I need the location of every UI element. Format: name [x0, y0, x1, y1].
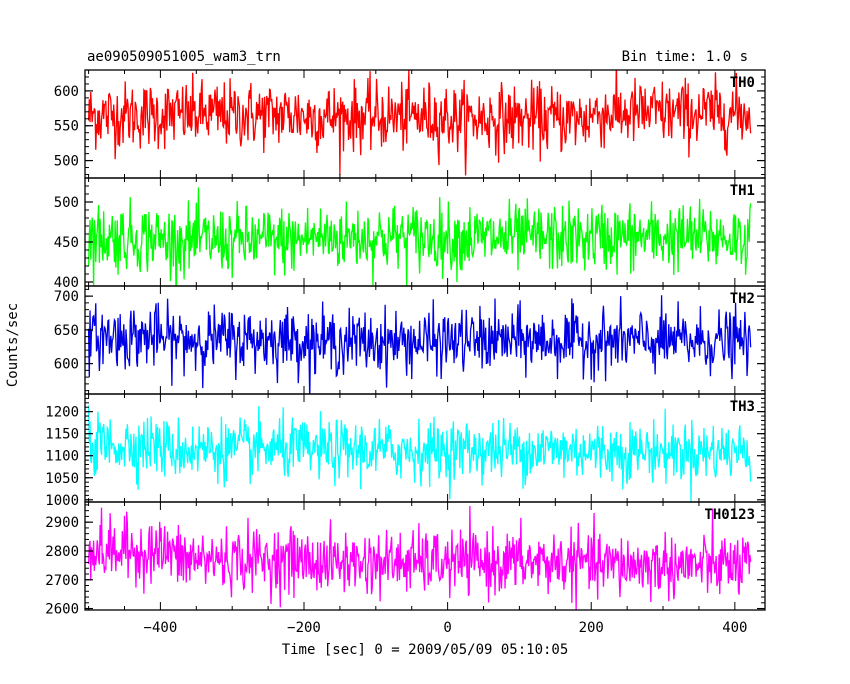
y-tick-label: 1150: [45, 427, 79, 443]
series-th0123: [87, 506, 752, 610]
y-tick-label: 2900: [45, 515, 79, 531]
x-tick-label: −400: [144, 620, 178, 636]
series-th3: [87, 405, 752, 502]
y-tick-label: 600: [54, 357, 79, 373]
y-tick-label: 550: [54, 119, 79, 135]
y-tick-label: 400: [54, 275, 79, 291]
y-tick-label: 2800: [45, 544, 79, 560]
panel-th0123: 2600 2700 2800 2900 TH0123: [45, 501, 766, 618]
y-tick-label: 650: [54, 323, 79, 339]
x-axis: −400 −200 0 200 400: [144, 620, 748, 636]
panel-th1: 400 450 500 TH1: [54, 177, 766, 291]
chart-title: ae090509051005_wam3_trn: [87, 49, 281, 65]
series-th1: [87, 187, 752, 286]
panel-th2: 600 650 700 TH2: [54, 285, 766, 395]
x-tick-label: 0: [443, 620, 451, 636]
y-tick-label: 1100: [45, 449, 79, 465]
x-tick-label: 400: [722, 620, 747, 636]
panel-label-th2: TH2: [730, 291, 755, 307]
x-axis-title: Time [sec] 0 = 2009/05/09 05:10:05: [282, 642, 569, 658]
panel-label-th0123: TH0123: [704, 507, 755, 523]
panels-layer: 500 550 600 TH0 400 450 500 TH1 600 650 700 TH2 1000…: [45, 69, 766, 618]
y-tick-label: 500: [54, 195, 79, 211]
y-axis-title: Counts/sec: [5, 303, 21, 387]
y-tick-label: 450: [54, 235, 79, 251]
y-tick-label: 600: [54, 84, 79, 100]
y-tick-label: 2700: [45, 573, 79, 589]
y-tick-label: 500: [54, 154, 79, 170]
panel-label-th1: TH1: [730, 183, 755, 199]
bin-time-label: Bin time: 1.0 s: [622, 49, 748, 65]
series-th0: [87, 70, 752, 176]
y-tick-label: 1000: [45, 493, 79, 509]
y-tick-label: 700: [54, 289, 79, 305]
x-tick-label: 200: [579, 620, 604, 636]
panel-frame: [84, 501, 766, 611]
y-tick-label: 2600: [45, 602, 79, 618]
y-tick-label: 1050: [45, 471, 79, 487]
panel-label-th3: TH3: [730, 399, 755, 415]
x-tick-label: −200: [287, 620, 321, 636]
series-th2: [87, 295, 752, 394]
y-tick-label: 1200: [45, 405, 79, 421]
panel-label-th0: TH0: [730, 75, 755, 91]
